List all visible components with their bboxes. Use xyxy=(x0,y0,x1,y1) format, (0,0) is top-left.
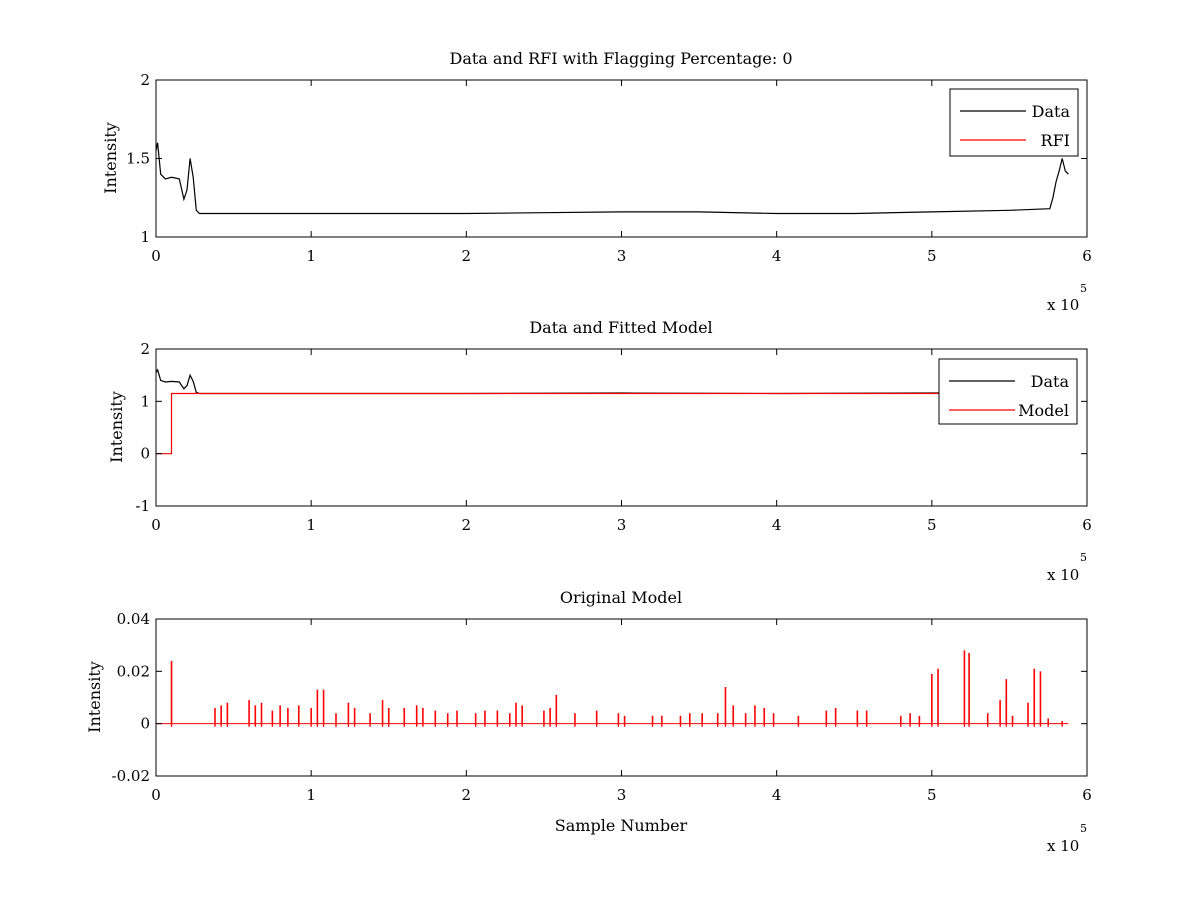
subplot-1-legend-label-rfi: RFI xyxy=(1041,131,1070,150)
subplot-2-x-exponent-base: x 10 xyxy=(1047,566,1079,584)
subplot-1-ytick-label-1: 1.5 xyxy=(126,150,150,168)
subplot-1-xtick-label-2: 2 xyxy=(462,247,472,265)
subplot-3-ytick-label-2: 0.02 xyxy=(117,662,150,680)
subplot-3-xtick-label-1: 1 xyxy=(306,786,316,804)
subplot-3: Original Model Intensity Sample Number x… xyxy=(85,588,1092,855)
subplot-2-xtick-label-4: 4 xyxy=(772,516,782,534)
subplot-2-xtick-label-2: 2 xyxy=(462,516,472,534)
subplot-1-plot-area xyxy=(156,142,1069,215)
subplot-2-legend-label-model: Model xyxy=(1018,401,1069,420)
subplot-2: Data and Fitted Model Intensity x 10 5 0… xyxy=(107,318,1092,584)
subplot-1-x-exponent-power: 5 xyxy=(1080,282,1087,295)
subplot-2-title: Data and Fitted Model xyxy=(529,318,712,337)
subplot-3-title: Original Model xyxy=(560,588,682,607)
subplot-2-ytick-label-1: 0 xyxy=(140,445,150,463)
subplot-1-xtick-label-5: 5 xyxy=(927,247,937,265)
subplot-1-xtick-label-6: 6 xyxy=(1082,247,1092,265)
subplot-2-x-exponent-power: 5 xyxy=(1080,551,1087,564)
subplot-2-ytick-label-3: 2 xyxy=(140,340,150,358)
subplot-3-ytick-label-1: 0 xyxy=(140,715,150,733)
subplot-2-plot-area xyxy=(156,368,1069,455)
subplot-2-ytick-label-0: -1 xyxy=(135,497,150,515)
subplot-3-plot-area xyxy=(156,650,1069,727)
subplot-2-xtick-label-3: 3 xyxy=(617,516,627,534)
subplot-1-series-data-line xyxy=(156,142,1069,215)
subplot-3-xtick-label-4: 4 xyxy=(772,786,782,804)
subplot-2-legend-box xyxy=(938,358,1078,425)
subplot-3-ylabel: Intensity xyxy=(85,661,104,733)
subplot-2-legend-label-data: Data xyxy=(1031,372,1070,391)
subplot-3-xtick-label-5: 5 xyxy=(927,786,937,804)
subplot-2-xtick-label-0: 0 xyxy=(151,516,161,534)
subplot-1-ytick-label-2: 2 xyxy=(140,71,150,89)
subplot-3-xtick-label-6: 6 xyxy=(1082,786,1092,804)
subplot-3-x-exponent-power: 5 xyxy=(1080,822,1087,835)
subplot-3-xtick-label-0: 0 xyxy=(151,786,161,804)
subplot-1-legend-label-data: Data xyxy=(1032,102,1071,121)
subplot-1-xtick-label-0: 0 xyxy=(151,247,161,265)
subplot-1-xtick-label-1: 1 xyxy=(306,247,316,265)
subplot-3-ytick-label-0: -0.02 xyxy=(112,767,150,785)
subplot-2-legend: Data Model xyxy=(938,358,1078,425)
subplot-2-xtick-label-6: 6 xyxy=(1082,516,1092,534)
subplot-1: Data and RFI with Flagging Percentage: 0… xyxy=(101,49,1092,314)
subplot-3-x-exponent-base: x 10 xyxy=(1047,837,1079,855)
subplot-2-ylabel: Intensity xyxy=(107,391,126,463)
subplot-2-xtick-label-5: 5 xyxy=(927,516,937,534)
subplot-3-xtick-label-3: 3 xyxy=(617,786,627,804)
subplot-1-xtick-label-3: 3 xyxy=(617,247,627,265)
subplot-1-ytick-label-0: 1 xyxy=(140,228,150,246)
subplot-1-title: Data and RFI with Flagging Percentage: 0 xyxy=(449,49,792,68)
subplot-1-legend-box xyxy=(949,88,1079,157)
subplot-3-xlabel: Sample Number xyxy=(555,816,688,835)
subplot-2-xtick-label-1: 1 xyxy=(306,516,316,534)
subplot-2-series-model-line xyxy=(156,392,1069,455)
subplot-1-ylabel: Intensity xyxy=(101,122,120,194)
subplot-3-ytick-label-3: 0.04 xyxy=(117,610,150,628)
subplot-1-legend: Data RFI xyxy=(949,88,1079,157)
subplot-1-x-exponent-base: x 10 xyxy=(1047,296,1079,314)
subplot-1-xtick-label-4: 4 xyxy=(772,247,782,265)
subplot-3-xtick-label-2: 2 xyxy=(462,786,472,804)
subplot-2-ytick-label-2: 1 xyxy=(140,392,150,410)
